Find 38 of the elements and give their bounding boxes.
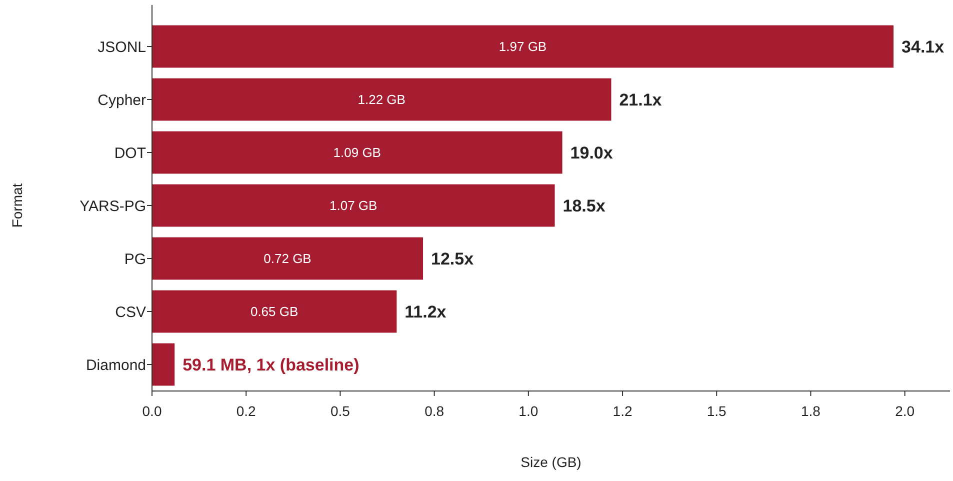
y-tick-label: DOT [114,144,146,162]
x-tick-label: 0.0 [142,402,162,419]
data-label: 0.65 GB [250,304,298,320]
data-label: 1.97 GB [498,39,547,54]
y-tick-label: YARS-PG [80,198,146,215]
x-tick-label: 0.8 [424,402,444,419]
data-label: 1.07 GB [330,198,378,214]
bar [152,25,894,68]
data-label: 0.72 GB [264,251,312,266]
bar [152,290,397,333]
x-tick-label: 0.2 [236,402,256,419]
x-tick-label: 2.0 [895,402,915,419]
bar [152,343,175,386]
x-tick-label: 1.2 [612,402,632,419]
annotation: 59.1 MB, 1x (baseline) [182,355,360,374]
x-tick-label: 1.0 [518,402,538,419]
annotation: 11.2x [404,302,447,322]
y-axis-title: Format [9,183,25,228]
x-tick-label: 1.5 [706,402,727,419]
bar [152,184,555,227]
y-tick-label: Cypher [98,92,146,109]
annotation: 21.1x [619,90,662,110]
x-tick-label: 1.8 [800,402,821,419]
data-label: 1.22 GB [358,92,406,108]
annotation: 12.5x [431,249,474,268]
y-tick-label: PG [124,250,146,268]
bar [152,131,562,174]
annotation: 19.0x [570,143,614,162]
bar [152,237,424,280]
data-label: 1.09 GB [333,145,381,160]
annotation: 34.1x [902,37,945,56]
y-tick-label: CSV [115,304,146,321]
bar [152,78,612,121]
y-tick-label: Diamond [86,356,146,374]
y-tick-label: JSONL [98,38,146,56]
x-axis-title: Size (GB) [520,454,582,470]
annotation: 18.5x [562,196,606,216]
x-tick-label: 0.5 [330,402,350,419]
